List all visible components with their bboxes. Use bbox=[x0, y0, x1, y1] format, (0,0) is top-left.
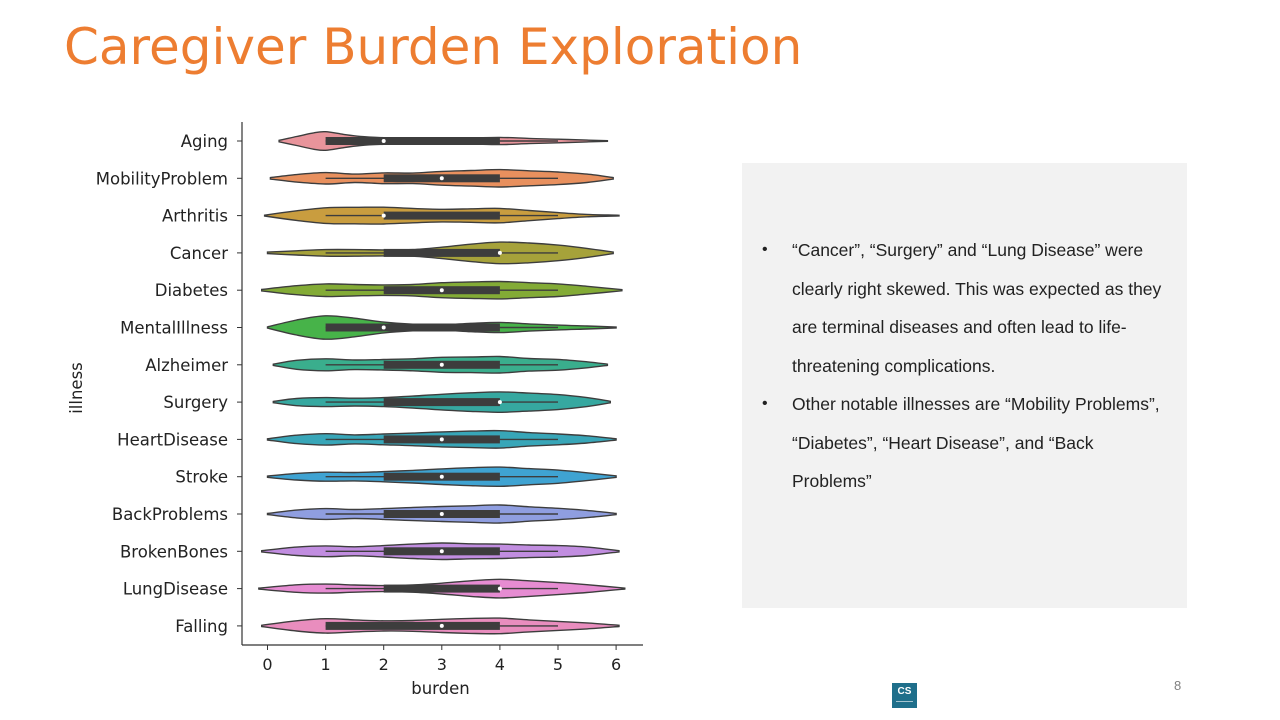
y-tick-label: LungDisease bbox=[123, 580, 228, 599]
iqr-box-LungDisease bbox=[383, 584, 500, 593]
iqr-box-Arthritis bbox=[383, 211, 500, 220]
violin-chart: Aging MobilityProblem Arthritis Cancer Diabe… bbox=[67, 122, 643, 698]
x-tick-label: 2 bbox=[379, 655, 389, 674]
x-tick-label: 6 bbox=[611, 655, 621, 674]
cs-logo-text: CS bbox=[897, 686, 912, 697]
median-MentalIllness bbox=[381, 325, 386, 330]
median-Diabetes bbox=[439, 288, 444, 293]
median-Stroke bbox=[439, 474, 444, 479]
x-tick-label: 0 bbox=[262, 655, 272, 674]
iqr-box-Aging bbox=[325, 137, 500, 145]
median-LungDisease bbox=[497, 586, 502, 591]
x-tick-label: 4 bbox=[495, 655, 505, 674]
y-tick-label: Cancer bbox=[170, 244, 228, 263]
iqr-box-MentalIllness bbox=[325, 323, 500, 332]
cs-logo: CS bbox=[892, 683, 917, 708]
note-item: Other notable illnesses are “Mobility Pr… bbox=[762, 385, 1167, 501]
y-tick-label: Falling bbox=[175, 617, 228, 636]
iqr-box-Cancer bbox=[383, 248, 500, 257]
notes-panel: “Cancer”, “Surgery” and “Lung Disease” w… bbox=[742, 163, 1187, 608]
median-Cancer bbox=[497, 250, 502, 255]
iqr-box-Falling bbox=[325, 621, 500, 630]
y-tick-label: MentalIllness bbox=[120, 319, 228, 338]
y-axis-label: illness bbox=[67, 362, 86, 414]
x-tick-label: 1 bbox=[321, 655, 331, 674]
page-number: 8 bbox=[1174, 678, 1182, 693]
y-tick-label: Surgery bbox=[163, 393, 228, 412]
y-tick-label: Alzheimer bbox=[145, 356, 228, 375]
median-Arthritis bbox=[381, 213, 386, 218]
y-tick-label: MobilityProblem bbox=[96, 169, 228, 188]
median-BackProblems bbox=[439, 512, 444, 516]
median-Aging bbox=[381, 139, 386, 143]
median-Alzheimer bbox=[439, 362, 444, 367]
iqr-box-Surgery bbox=[383, 398, 500, 407]
y-tick-label: Arthritis bbox=[162, 207, 228, 226]
y-tick-label: HeartDisease bbox=[117, 430, 228, 449]
notes-list: “Cancer”, “Surgery” and “Lung Disease” w… bbox=[762, 231, 1167, 501]
x-axis-label: burden bbox=[411, 679, 470, 698]
x-tick-label: 3 bbox=[437, 655, 447, 674]
chart-axes: Aging MobilityProblem Arthritis Cancer Diabe… bbox=[67, 122, 643, 698]
y-tick-label: Aging bbox=[181, 132, 228, 151]
y-tick-label: Diabetes bbox=[155, 281, 228, 300]
y-tick-label: BackProblems bbox=[112, 505, 228, 524]
note-item: “Cancer”, “Surgery” and “Lung Disease” w… bbox=[762, 231, 1167, 385]
y-tick-label: BrokenBones bbox=[120, 542, 228, 561]
median-Surgery bbox=[497, 400, 502, 405]
median-Falling bbox=[439, 623, 444, 628]
y-tick-label: Stroke bbox=[175, 468, 228, 487]
violin-group bbox=[258, 130, 626, 635]
median-MobilityProblem bbox=[439, 176, 444, 181]
median-BrokenBones bbox=[439, 549, 444, 554]
x-tick-label: 5 bbox=[553, 655, 563, 674]
median-HeartDisease bbox=[439, 437, 444, 442]
slide-title: Caregiver Burden Exploration bbox=[64, 18, 803, 76]
